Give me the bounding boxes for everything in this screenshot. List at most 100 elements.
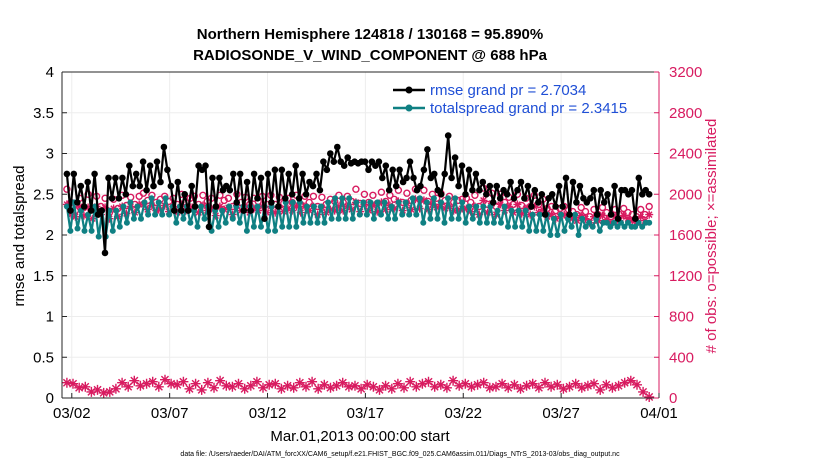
totalspread-point (413, 211, 420, 218)
rmse-point (403, 174, 410, 182)
obs-low-count-point (460, 378, 471, 389)
obs-assimilated-point (619, 211, 628, 220)
y-tick-label-right: 800 (669, 309, 694, 326)
totalspread-point (632, 223, 639, 230)
totalspread-point (367, 199, 374, 206)
rmse-point (382, 162, 390, 169)
rmse-point (101, 249, 109, 257)
totalspread-point (349, 215, 356, 222)
rmse-point (84, 178, 91, 186)
obs-assimilated-point (368, 201, 377, 210)
obs-assimilated-point (109, 204, 118, 213)
obs-low-count-point (282, 380, 293, 391)
totalspread-point (388, 203, 395, 210)
totalspread-point (603, 219, 610, 226)
rmse-point (299, 170, 306, 178)
footnote: data file: /Users/raeder/DAI/ATM_forcXX/… (180, 451, 620, 458)
rmse-point (611, 182, 618, 190)
rmse-point (295, 195, 303, 202)
obs-assimilated-point (334, 202, 343, 211)
rmse-point (105, 174, 112, 182)
totalspread-point (480, 203, 487, 210)
totalspread-point (579, 215, 586, 222)
totalspread-point (392, 215, 399, 222)
totalspread-point (335, 215, 342, 222)
rmse-point (486, 182, 494, 190)
totalspread-point (423, 199, 430, 206)
obs-low-count-point (307, 376, 318, 387)
rmse-point (278, 166, 286, 174)
totalspread-point (416, 195, 423, 202)
rmse-point (171, 207, 178, 214)
obs-low-count-point (184, 383, 195, 394)
obs-low-count-point (564, 381, 575, 392)
obs-assimilated-point (645, 210, 654, 219)
rmse-point (462, 191, 469, 198)
totalspread-point (561, 227, 568, 234)
rmse-point (129, 182, 137, 190)
totalspread-point (138, 215, 144, 222)
obs-possible-point (369, 191, 377, 200)
rmse-point (233, 199, 240, 206)
totalspread-point (455, 215, 462, 222)
obs-assimilated-point (419, 196, 428, 205)
totalspread-line (65, 197, 650, 238)
rmse-point (604, 191, 611, 198)
totalspread-point (74, 225, 81, 232)
obs-low-count-point (558, 383, 569, 394)
rmse-point (230, 170, 237, 178)
rmse-point (108, 195, 116, 202)
totalspread-point (307, 219, 314, 226)
rmse-point (181, 191, 188, 198)
totalspread-point (547, 232, 554, 238)
obs-low-count-point (515, 383, 526, 394)
obs-assimilated-point (186, 203, 195, 212)
totalspread-point (490, 219, 497, 226)
rmse-point (385, 186, 393, 194)
totalspread-point (198, 203, 204, 210)
y-tick-label-left: 3.5 (33, 105, 54, 122)
rmse-point (112, 174, 119, 182)
rmse-point (590, 186, 598, 194)
totalspread-point (625, 219, 631, 226)
totalspread-point (123, 219, 130, 226)
obs-low-count-point (209, 382, 219, 393)
totalspread-point (614, 223, 621, 230)
obs-possible-point (581, 207, 590, 216)
obs-low-count-point (484, 382, 495, 393)
rmse-point (205, 223, 213, 231)
totalspread-point (258, 223, 264, 230)
x-tick-label: 03/27 (542, 405, 580, 422)
rmse-point (115, 195, 123, 202)
obs-low-count-point (417, 378, 428, 389)
obs-possible-point (620, 204, 628, 213)
obs-low-count-point (368, 381, 379, 392)
rmse-point (67, 207, 74, 214)
rmse-point (587, 195, 594, 202)
obs-low-count-point (86, 386, 97, 397)
obs-possible-point (420, 186, 428, 194)
rmse-point (593, 211, 601, 218)
rmse-point (327, 150, 334, 157)
rmse-point (143, 186, 150, 194)
obs-low-count-point (429, 381, 440, 392)
obs-low-count-point (503, 382, 514, 393)
totalspread-point (113, 207, 120, 214)
rmse-point (226, 186, 234, 194)
obs-possible-point (309, 192, 318, 201)
rmse-point (562, 174, 570, 182)
totalspread-point (272, 227, 279, 234)
obs-low-count-point (319, 379, 330, 390)
totalspread-point (473, 203, 480, 210)
obs-possible-point (199, 191, 207, 200)
totalspread-point (402, 199, 409, 206)
y-tick-label-right: 1600 (669, 227, 702, 244)
totalspread-point (265, 227, 272, 234)
rmse-point (254, 195, 261, 202)
totalspread-point (438, 199, 444, 206)
rmse-point (535, 199, 542, 206)
obs-low-count-point (117, 377, 128, 388)
obs-low-count-point (343, 381, 354, 392)
totalspread-point (575, 232, 582, 238)
rmse-point (576, 182, 584, 190)
